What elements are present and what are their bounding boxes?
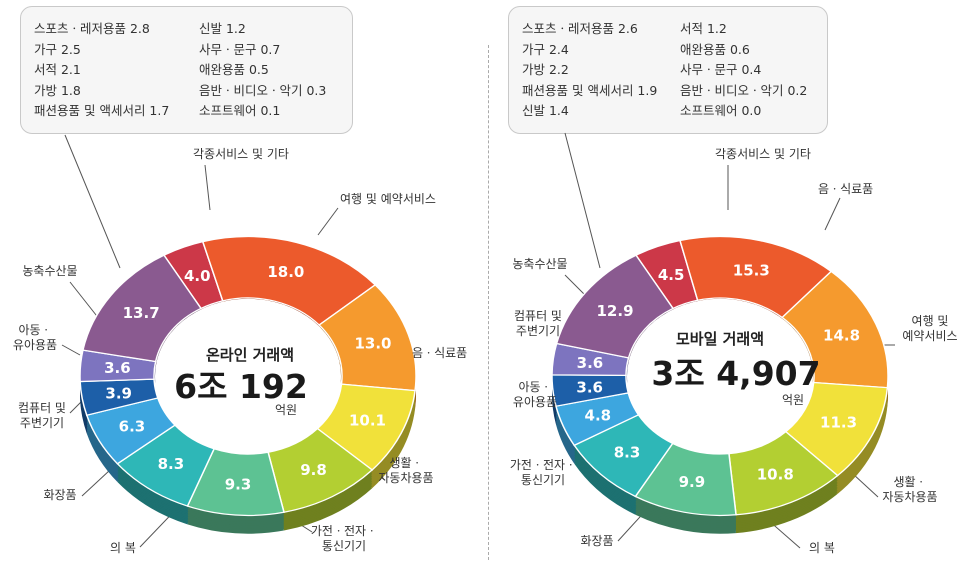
slice-category-label: 생활ㆍ 자동차용품 (882, 475, 937, 504)
slice-category-label: 아동ㆍ 유아용품 (513, 380, 557, 409)
slice-value-label: 15.3 (733, 261, 770, 279)
other-breakdown-item: 소프트웨어 0.0 (680, 103, 762, 119)
slice-category-label: 화장품 (580, 534, 613, 548)
online-center-title: 온라인 거래액 (206, 346, 294, 364)
leader-line (69, 281, 101, 321)
online-center-value: 6조 192 (174, 367, 308, 406)
slice-category-label: 아동ㆍ 유아용품 (13, 323, 57, 352)
slice-category-label: 가전ㆍ전자ㆍ 통신기기 (311, 524, 377, 553)
donut-slice (82, 254, 203, 363)
other-breakdown-item: 신발 1.4 (522, 103, 569, 119)
slice-value-label: 3.6 (577, 354, 604, 372)
slice-value-label: 18.0 (267, 263, 304, 281)
slice-category-label: 생활ㆍ 자동차용품 (378, 456, 433, 485)
online-other-column-right: 신발 1.2 사무ㆍ문구 0.7 애완용품 0.5 음반ㆍ비디오ㆍ악기 0.3 소프트웨… (199, 19, 326, 122)
slice-category-label: 화장품 (43, 488, 76, 502)
leader-line (564, 132, 601, 269)
mobile-other-breakdown-box: 스포츠ㆍ레저용품 2.6 가구 2.4 가방 2.2 패션용품 및 액세서리 1.9 신… (508, 6, 828, 134)
slice-category-label: 여행 및 예약서비스 (340, 191, 436, 206)
slice-value-label: 4.0 (184, 267, 211, 285)
slice-value-label: 8.3 (614, 444, 641, 462)
other-breakdown-item: 서적 2.1 (34, 62, 81, 78)
other-breakdown-item: 가방 1.8 (34, 82, 81, 98)
leader-line (64, 134, 121, 269)
mobile-center-title: 모바일 거래액 (676, 330, 764, 348)
slice-category-label: 음ㆍ식료품 (412, 346, 467, 360)
mobile-center-label: 모바일 거래액 3조 4,907 억원 (651, 330, 820, 407)
donut-ring (79, 235, 417, 534)
leader-line (317, 207, 339, 236)
other-breakdown-item: 서적 1.2 (680, 21, 727, 36)
other-breakdown-item: 스포츠ㆍ레저용품 2.6 (522, 21, 638, 36)
donut-hole (155, 298, 341, 454)
panel-divider (488, 45, 489, 560)
other-breakdown-item: 사무ㆍ문구 0.7 (199, 41, 281, 57)
slice-category-label: 농축수산물 (512, 257, 567, 271)
leader-line (824, 197, 841, 231)
slice-value-label: 12.9 (597, 302, 634, 320)
slice-value-label: 10.8 (757, 466, 794, 484)
other-breakdown-item: 사무ㆍ문구 0.4 (680, 62, 762, 78)
other-breakdown-item: 소프트웨어 0.1 (199, 103, 281, 119)
other-breakdown-item: 애완용품 0.6 (680, 41, 750, 57)
slice-value-label: 14.8 (823, 326, 860, 344)
slice-value-label: 13.7 (123, 304, 160, 322)
slice-category-label: 음ㆍ식료품 (818, 182, 873, 196)
other-breakdown-item: 가구 2.4 (522, 41, 569, 57)
donut-slice (555, 254, 675, 359)
online-other-breakdown-box: 스포츠ㆍ레저용품 2.8 가구 2.5 서적 2.1 가방 1.8 패션용품 및 액세서… (20, 6, 353, 134)
mobile-other-column-right: 서적 1.2 애완용품 0.6 사무ㆍ문구 0.4 음반ㆍ비디오ㆍ악기 0.2 소프트웨… (680, 19, 807, 122)
slice-value-label: 9.3 (225, 475, 252, 493)
online-donut-chart: 4.0 18.0 13.0 10.1 9.8 9.3 8.3 6.3 3.9 3.6 13.7 각종서… (13, 134, 467, 555)
leader-line (61, 344, 81, 356)
slice-value-label: 9.9 (679, 473, 706, 491)
other-breakdown-item: 음반ㆍ비디오ㆍ악기 0.2 (680, 82, 808, 98)
slice-value-label: 9.8 (300, 461, 327, 479)
slice-category-label: 의 복 (110, 541, 136, 555)
slice-value-label: 4.5 (658, 266, 685, 284)
online-center-unit: 억원 (275, 403, 297, 417)
other-breakdown-item: 음반ㆍ비디오ㆍ악기 0.3 (199, 82, 327, 98)
other-breakdown-item: 가방 2.2 (522, 62, 569, 78)
other-breakdown-item: 패션용품 및 액세서리 1.9 (522, 82, 658, 98)
slice-category-label: 컴퓨터 및 주변기기 (514, 309, 562, 338)
other-breakdown-item: 신발 1.2 (199, 21, 246, 36)
leader-line (81, 469, 111, 497)
slice-category-label: 각종서비스 및 기타 (715, 147, 811, 161)
mobile-donut-chart: 4.5 15.3 14.8 11.3 10.8 9.9 8.3 4.8 3.6 3.6 12.9 각종… (510, 132, 958, 555)
slice-value-label: 11.3 (820, 413, 857, 431)
slice-value-label: 13.0 (354, 334, 391, 352)
donut-ring (551, 235, 889, 534)
slice-category-label: 의 복 (809, 541, 835, 555)
slice-value-label: 3.6 (104, 359, 131, 377)
slice-category-label: 농축수산물 (22, 264, 77, 278)
mobile-center-value: 3조 4,907 (651, 354, 820, 393)
mobile-center-unit: 억원 (782, 393, 804, 407)
slice-category-label: 각종서비스 및 기타 (193, 147, 289, 161)
other-breakdown-item: 패션용품 및 액세서리 1.7 (34, 103, 170, 119)
slice-category-label: 여행 및 예약서비스 (902, 313, 957, 343)
slice-category-label: 가전ㆍ전자ㆍ 통신기기 (510, 458, 576, 487)
slice-value-label: 4.8 (585, 406, 612, 424)
slice-value-label: 3.9 (105, 385, 132, 403)
donut-hole (627, 298, 813, 454)
other-breakdown-item: 가구 2.5 (34, 41, 81, 57)
slice-value-label: 6.3 (119, 417, 146, 435)
other-breakdown-item: 애완용품 0.5 (199, 62, 269, 78)
slice-value-label: 3.6 (576, 378, 603, 396)
online-other-column-left: 스포츠ㆍ레저용품 2.8 가구 2.5 서적 2.1 가방 1.8 패션용품 및 액세서… (34, 19, 169, 122)
slice-category-label: 컴퓨터 및 주변기기 (18, 401, 66, 430)
leader-line (204, 164, 211, 211)
other-breakdown-item: 스포츠ㆍ레저용품 2.8 (34, 21, 150, 36)
mobile-other-column-left: 스포츠ㆍ레저용품 2.6 가구 2.4 가방 2.2 패션용품 및 액세서리 1.9 신… (522, 19, 657, 122)
online-center-label: 온라인 거래액 6조 192 억원 (174, 346, 308, 417)
slice-value-label: 10.1 (349, 412, 386, 430)
slice-value-label: 8.3 (158, 455, 185, 473)
